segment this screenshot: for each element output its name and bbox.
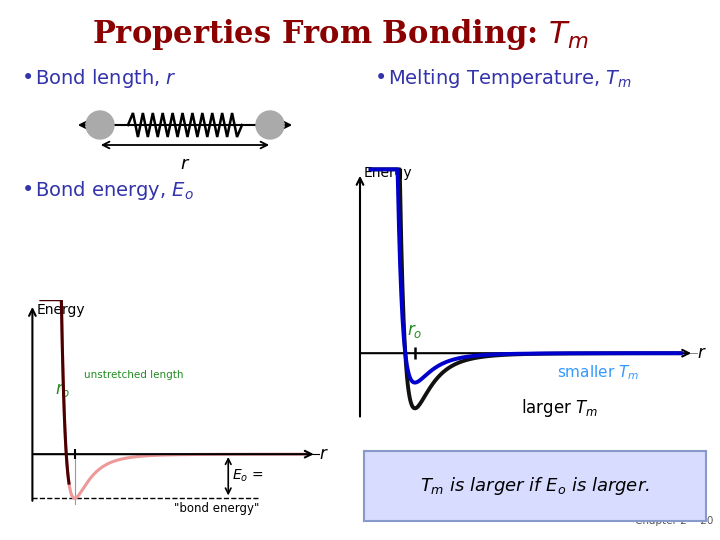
Circle shape	[256, 111, 284, 139]
Text: $r_o$: $r_o$	[55, 381, 71, 399]
Circle shape	[86, 111, 114, 139]
Text: $E_o$ =: $E_o$ =	[232, 468, 264, 484]
Text: •: •	[375, 68, 387, 88]
Text: •: •	[22, 68, 35, 88]
Text: Energy: Energy	[364, 166, 412, 180]
Text: smaller $\mathit{T}_\mathit{m}$: smaller $\mathit{T}_\mathit{m}$	[557, 363, 639, 382]
Text: unstretched length: unstretched length	[84, 370, 184, 380]
Text: Chapter 2 -  20: Chapter 2 - 20	[635, 516, 714, 526]
Text: Melting Temperature, $\mathit{T}_\mathit{m}$: Melting Temperature, $\mathit{T}_\mathit…	[388, 66, 632, 90]
Text: Energy: Energy	[36, 303, 85, 317]
Text: larger $\mathit{T}_\mathit{m}$: larger $\mathit{T}_\mathit{m}$	[521, 397, 598, 420]
Text: $r$: $r$	[180, 155, 190, 173]
Text: $\mathit{T}_\mathit{m}$ is larger if $\mathit{E}_\mathit{o}$ is larger.: $\mathit{T}_\mathit{m}$ is larger if $\m…	[420, 475, 649, 497]
Text: $r_o$: $r_o$	[408, 322, 423, 340]
Text: "bond energy": "bond energy"	[174, 502, 259, 515]
Text: $r$: $r$	[697, 344, 706, 362]
Text: •: •	[22, 180, 35, 200]
Text: $r$: $r$	[319, 445, 328, 463]
Text: Bond energy, $\mathit{E}_\mathit{o}$: Bond energy, $\mathit{E}_\mathit{o}$	[35, 179, 194, 201]
Text: Properties From Bonding: $\mathit{T}_\mathit{m}$: Properties From Bonding: $\mathit{T}_\ma…	[91, 17, 588, 52]
Text: Bond length, $r$: Bond length, $r$	[35, 66, 177, 90]
